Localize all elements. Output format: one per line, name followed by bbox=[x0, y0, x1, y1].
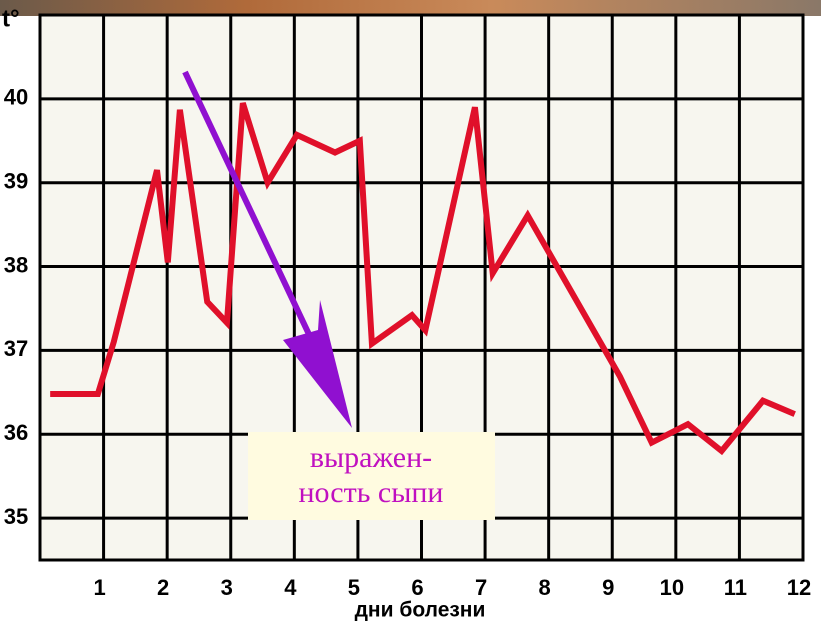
annotation-box bbox=[248, 432, 495, 520]
x-tick-label: 6 bbox=[411, 575, 423, 600]
x-tick-label: 12 bbox=[787, 575, 811, 600]
y-tick-label: 36 bbox=[4, 420, 28, 445]
y-tick-label: 40 bbox=[4, 85, 28, 110]
x-tick-label: 11 bbox=[724, 575, 747, 600]
arrow-head bbox=[283, 300, 352, 428]
photo-strip bbox=[0, 0, 821, 16]
x-tick-label: 10 bbox=[660, 575, 684, 600]
x-tick-label: 5 bbox=[348, 575, 360, 600]
y-tick-label: 38 bbox=[4, 252, 28, 277]
x-tick-label: 3 bbox=[221, 575, 233, 600]
x-tick-label: 9 bbox=[602, 575, 614, 600]
x-axis-label: дни болезни bbox=[355, 599, 486, 622]
annotation: выражен- bbox=[310, 441, 432, 474]
annotation: ность сыпи bbox=[299, 476, 444, 509]
y-tick-label: 35 bbox=[4, 504, 28, 529]
x-tick-label: 8 bbox=[539, 575, 551, 600]
y-tick-label: 37 bbox=[4, 336, 28, 361]
x-tick-label: 7 bbox=[475, 575, 487, 600]
x-tick-label: 2 bbox=[157, 575, 169, 600]
temperature-line bbox=[50, 102, 796, 456]
x-tick-label: 4 bbox=[284, 575, 297, 600]
x-tick-label: 1 bbox=[93, 575, 105, 600]
y-tick-label: 39 bbox=[4, 169, 28, 194]
y-axis-label: t° bbox=[2, 5, 20, 32]
